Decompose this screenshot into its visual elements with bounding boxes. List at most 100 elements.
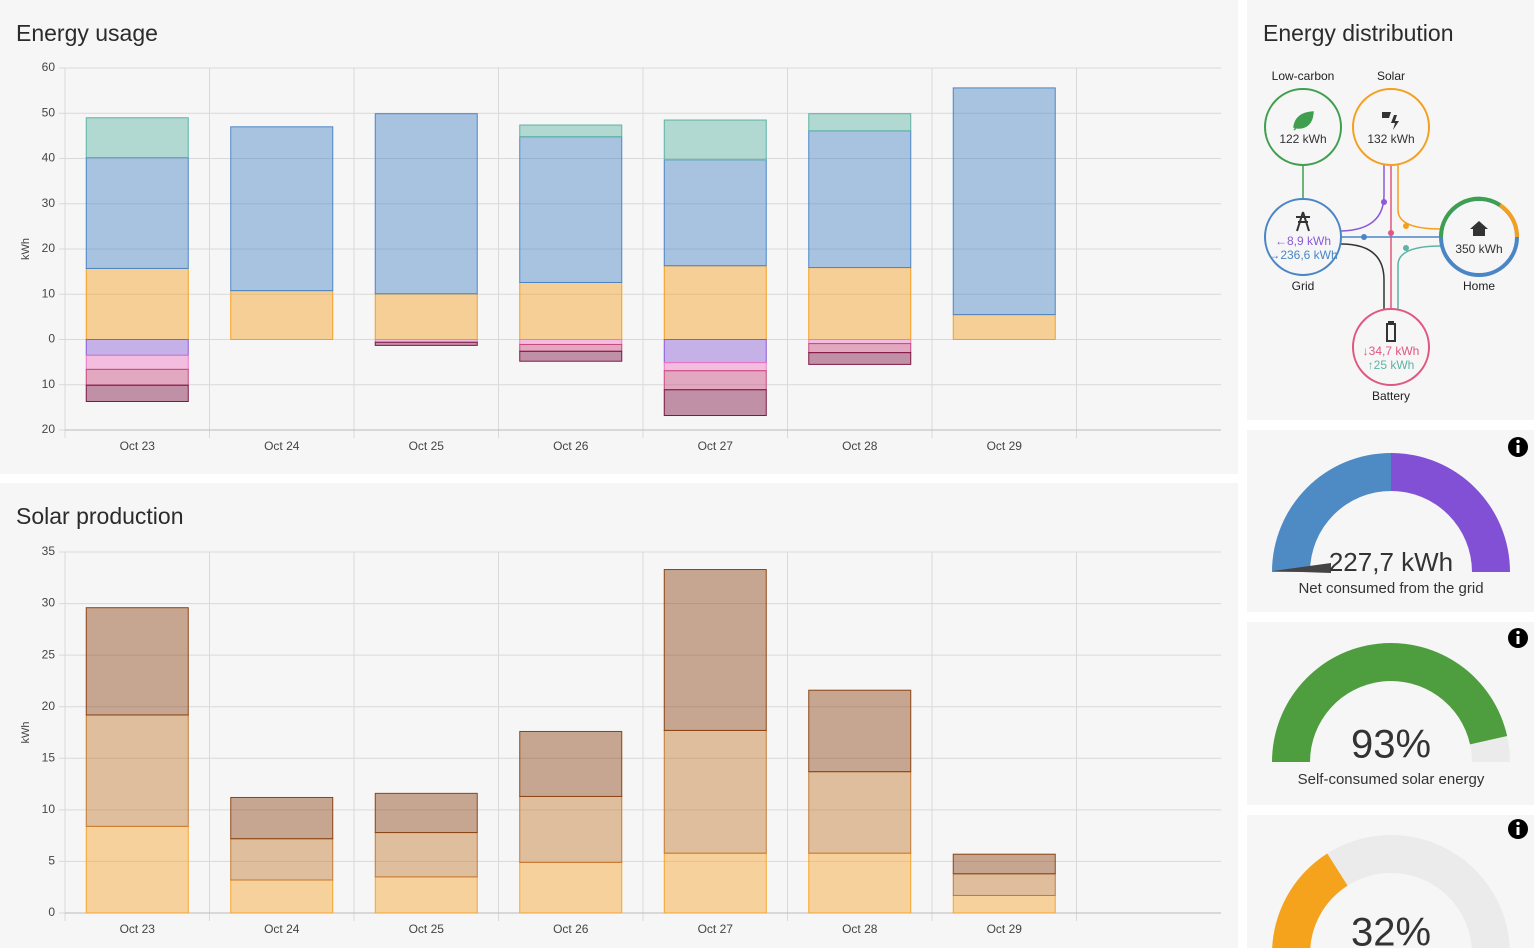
y-tick-label: 10	[42, 377, 56, 391]
bar	[230, 796, 334, 840]
info-glyph	[1516, 439, 1520, 444]
flow-dot	[1403, 223, 1409, 229]
y-tick-label: 15	[42, 750, 56, 764]
node-value: 122 kWh	[1279, 132, 1326, 146]
battery-icon	[1386, 321, 1396, 342]
info-glyph	[1516, 821, 1520, 826]
gauge-arc	[1272, 453, 1391, 572]
flow-line	[1340, 165, 1385, 232]
y-tick-label: 35	[42, 544, 56, 558]
bar	[808, 771, 912, 854]
bar	[952, 873, 1056, 896]
bar	[230, 879, 334, 914]
bar	[230, 838, 334, 881]
node-label: Grid	[1292, 279, 1315, 293]
gauge-arc	[1391, 453, 1510, 572]
usage-card	[0, 0, 1238, 474]
bar	[85, 157, 189, 269]
bar	[952, 87, 1056, 316]
y-tick-label: 20	[42, 699, 56, 713]
bar	[519, 861, 623, 914]
info-icons	[1508, 437, 1528, 839]
y-tick-label: 30	[42, 196, 56, 210]
bar	[519, 795, 623, 863]
bar	[519, 281, 623, 340]
bar	[952, 853, 1056, 875]
flow-dot	[1403, 245, 1409, 251]
home-ring	[1438, 196, 1502, 238]
node-value: ←8,9 kWh	[1275, 234, 1331, 248]
chart-title: Solar production	[16, 503, 184, 529]
y-tick-label: 0	[48, 905, 55, 919]
bar	[808, 343, 912, 354]
bar	[85, 354, 189, 370]
flow-line	[1397, 245, 1442, 309]
bar	[85, 339, 189, 356]
bar	[952, 894, 1056, 914]
bar	[374, 876, 478, 914]
node-label: Home	[1463, 279, 1495, 293]
leaf-icon	[1293, 111, 1314, 131]
x-tick-label: Oct 24	[264, 922, 300, 936]
gauge-value-arc	[1272, 853, 1348, 948]
distribution-title: Energy distribution	[1263, 20, 1454, 46]
battery-node	[1352, 308, 1430, 386]
bar	[663, 265, 767, 340]
bar	[663, 159, 767, 267]
node-value: ↓34,7 kWh	[1363, 344, 1420, 358]
y-tick-label: 10	[42, 802, 56, 816]
x-tick-label: Oct 23	[120, 439, 156, 453]
node-label: Low-carbon	[1272, 69, 1335, 83]
node-value: →236,6 kWh	[1268, 248, 1337, 262]
bar	[519, 350, 623, 362]
flow-dot	[1388, 230, 1394, 236]
y-tick-label: 40	[42, 151, 56, 165]
bar	[663, 569, 767, 731]
bar	[374, 792, 478, 834]
home-icon	[1470, 221, 1488, 236]
bar	[808, 130, 912, 269]
bar	[663, 729, 767, 854]
bar	[808, 352, 912, 365]
info-glyph	[1516, 636, 1520, 644]
tower-icon	[1296, 211, 1310, 232]
bar	[663, 389, 767, 417]
bar	[85, 607, 189, 716]
bar	[663, 370, 767, 391]
x-tick-label: Oct 28	[842, 439, 878, 453]
gauge-value: 93%	[1351, 723, 1431, 767]
bar	[374, 341, 478, 346]
x-tick-label: Oct 24	[264, 439, 300, 453]
bar	[663, 362, 767, 372]
info-glyph	[1516, 827, 1520, 835]
solar-node	[1352, 88, 1430, 166]
bar	[519, 343, 623, 352]
bar	[374, 113, 478, 295]
bar	[85, 117, 189, 159]
y-tick-label: 20	[42, 422, 56, 436]
y-tick-label: 10	[42, 286, 56, 300]
gauge-needle	[1273, 563, 1331, 573]
node-label: Solar	[1377, 69, 1405, 83]
bar	[952, 314, 1056, 340]
chart-title: Energy usage	[16, 20, 158, 46]
x-tick-label: Oct 25	[409, 439, 445, 453]
bar	[519, 339, 623, 345]
bar	[808, 852, 912, 914]
bar	[85, 825, 189, 914]
x-tick-label: Oct 25	[409, 922, 445, 936]
bar	[519, 136, 623, 283]
flow-line	[1397, 165, 1442, 230]
gauge-value: 227,7 kWh	[1329, 547, 1453, 577]
bar	[808, 339, 912, 345]
bar	[663, 339, 767, 364]
grid-node	[1264, 198, 1342, 276]
bar	[230, 290, 334, 341]
home-ring	[1498, 203, 1520, 238]
node-value: 132 kWh	[1367, 132, 1414, 146]
bar	[85, 384, 189, 402]
gauge-label: Self-consumed solar energy	[1298, 771, 1485, 788]
y-tick-label: 5	[48, 854, 55, 868]
solar-card	[0, 483, 1238, 948]
bar	[519, 124, 623, 138]
